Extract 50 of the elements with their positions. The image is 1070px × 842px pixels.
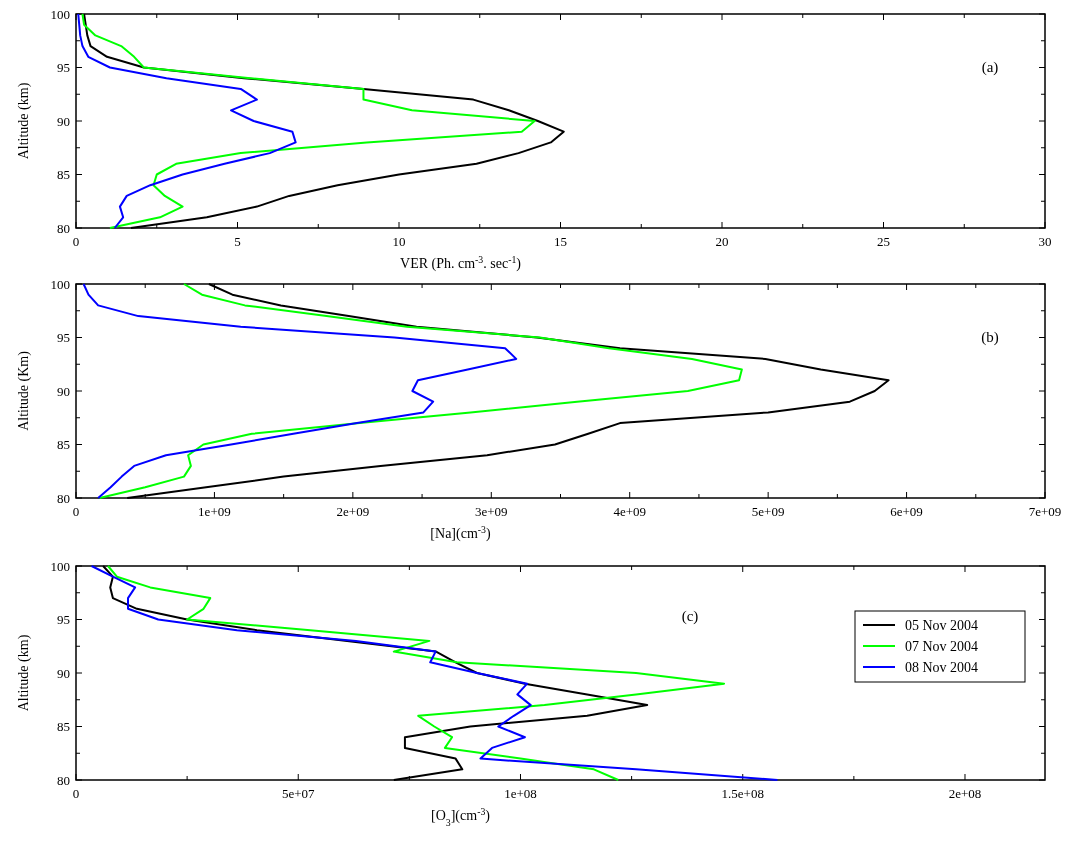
y-tick-label: 95 bbox=[57, 612, 70, 627]
x-tick-label: 20 bbox=[715, 234, 729, 249]
x-tick-label: 30 bbox=[1038, 234, 1052, 249]
annotation: (c) bbox=[681, 608, 699, 625]
x-tick-label: 1.5e+08 bbox=[721, 786, 764, 801]
x-tick-label: 2e+08 bbox=[948, 786, 982, 801]
x-tick-label: 1e+09 bbox=[198, 504, 231, 519]
line-series bbox=[77, 13, 297, 229]
y-tick-label: 100 bbox=[50, 558, 70, 574]
line-series bbox=[98, 283, 743, 499]
x-tick-label: 10 bbox=[392, 234, 406, 249]
legend-label: 05 Nov 2004 bbox=[905, 618, 979, 633]
y-tick-label: 85 bbox=[57, 167, 70, 182]
x-tick-label: 5 bbox=[234, 234, 241, 249]
y-tick-label: 100 bbox=[50, 276, 70, 292]
x-tick-label: 7e+09 bbox=[1028, 504, 1062, 519]
y-tick-label: 90 bbox=[57, 665, 70, 681]
y-tick-label: 85 bbox=[57, 719, 70, 734]
y-axis-title: Altitude (Km) bbox=[16, 350, 32, 431]
x-tick-label: 25 bbox=[877, 234, 890, 249]
y-tick-label: 95 bbox=[57, 60, 70, 75]
x-axis-title: [Na](cm$^{-3}$) bbox=[430, 523, 491, 542]
x-tick-label: 0 bbox=[72, 504, 80, 519]
x-tick-label: 4e+09 bbox=[613, 504, 647, 519]
x-tick-label: 2e+09 bbox=[336, 504, 370, 519]
y-axis-title: Altitude (km) bbox=[16, 634, 32, 712]
y-axis-title: Altitude (km) bbox=[16, 82, 32, 160]
x-tick-label: 0 bbox=[72, 234, 80, 249]
x-axis-title: VER (Ph. cm$^{-3}$. sec$^{-1}$) bbox=[400, 253, 522, 272]
x-tick-label: 3e+09 bbox=[474, 504, 508, 519]
y-tick-label: 80 bbox=[57, 220, 70, 236]
annotation: (a) bbox=[981, 59, 999, 76]
line-series bbox=[82, 283, 518, 499]
x-tick-label: 6e+09 bbox=[890, 504, 923, 519]
x-tick-label: 1e+08 bbox=[504, 786, 537, 801]
x-tick-label: 5e+07 bbox=[281, 786, 316, 801]
x-axis-title: [O$_{3}$](cm$^{-3}$) bbox=[431, 805, 491, 828]
y-tick-label: 95 bbox=[57, 330, 70, 345]
legend-label: 08 Nov 2004 bbox=[905, 660, 979, 675]
y-tick-label: 80 bbox=[57, 490, 70, 506]
y-tick-label: 85 bbox=[57, 437, 70, 452]
x-tick-label: 0 bbox=[72, 786, 80, 801]
y-tick-label: 80 bbox=[57, 772, 70, 788]
legend-label: 07 Nov 2004 bbox=[905, 639, 979, 654]
y-tick-label: 100 bbox=[50, 6, 70, 22]
y-tick-label: 90 bbox=[57, 113, 70, 129]
y-tick-label: 90 bbox=[57, 383, 70, 399]
x-tick-label: 15 bbox=[554, 234, 567, 249]
x-tick-label: 5e+09 bbox=[751, 504, 785, 519]
annotation: (b) bbox=[981, 329, 999, 346]
